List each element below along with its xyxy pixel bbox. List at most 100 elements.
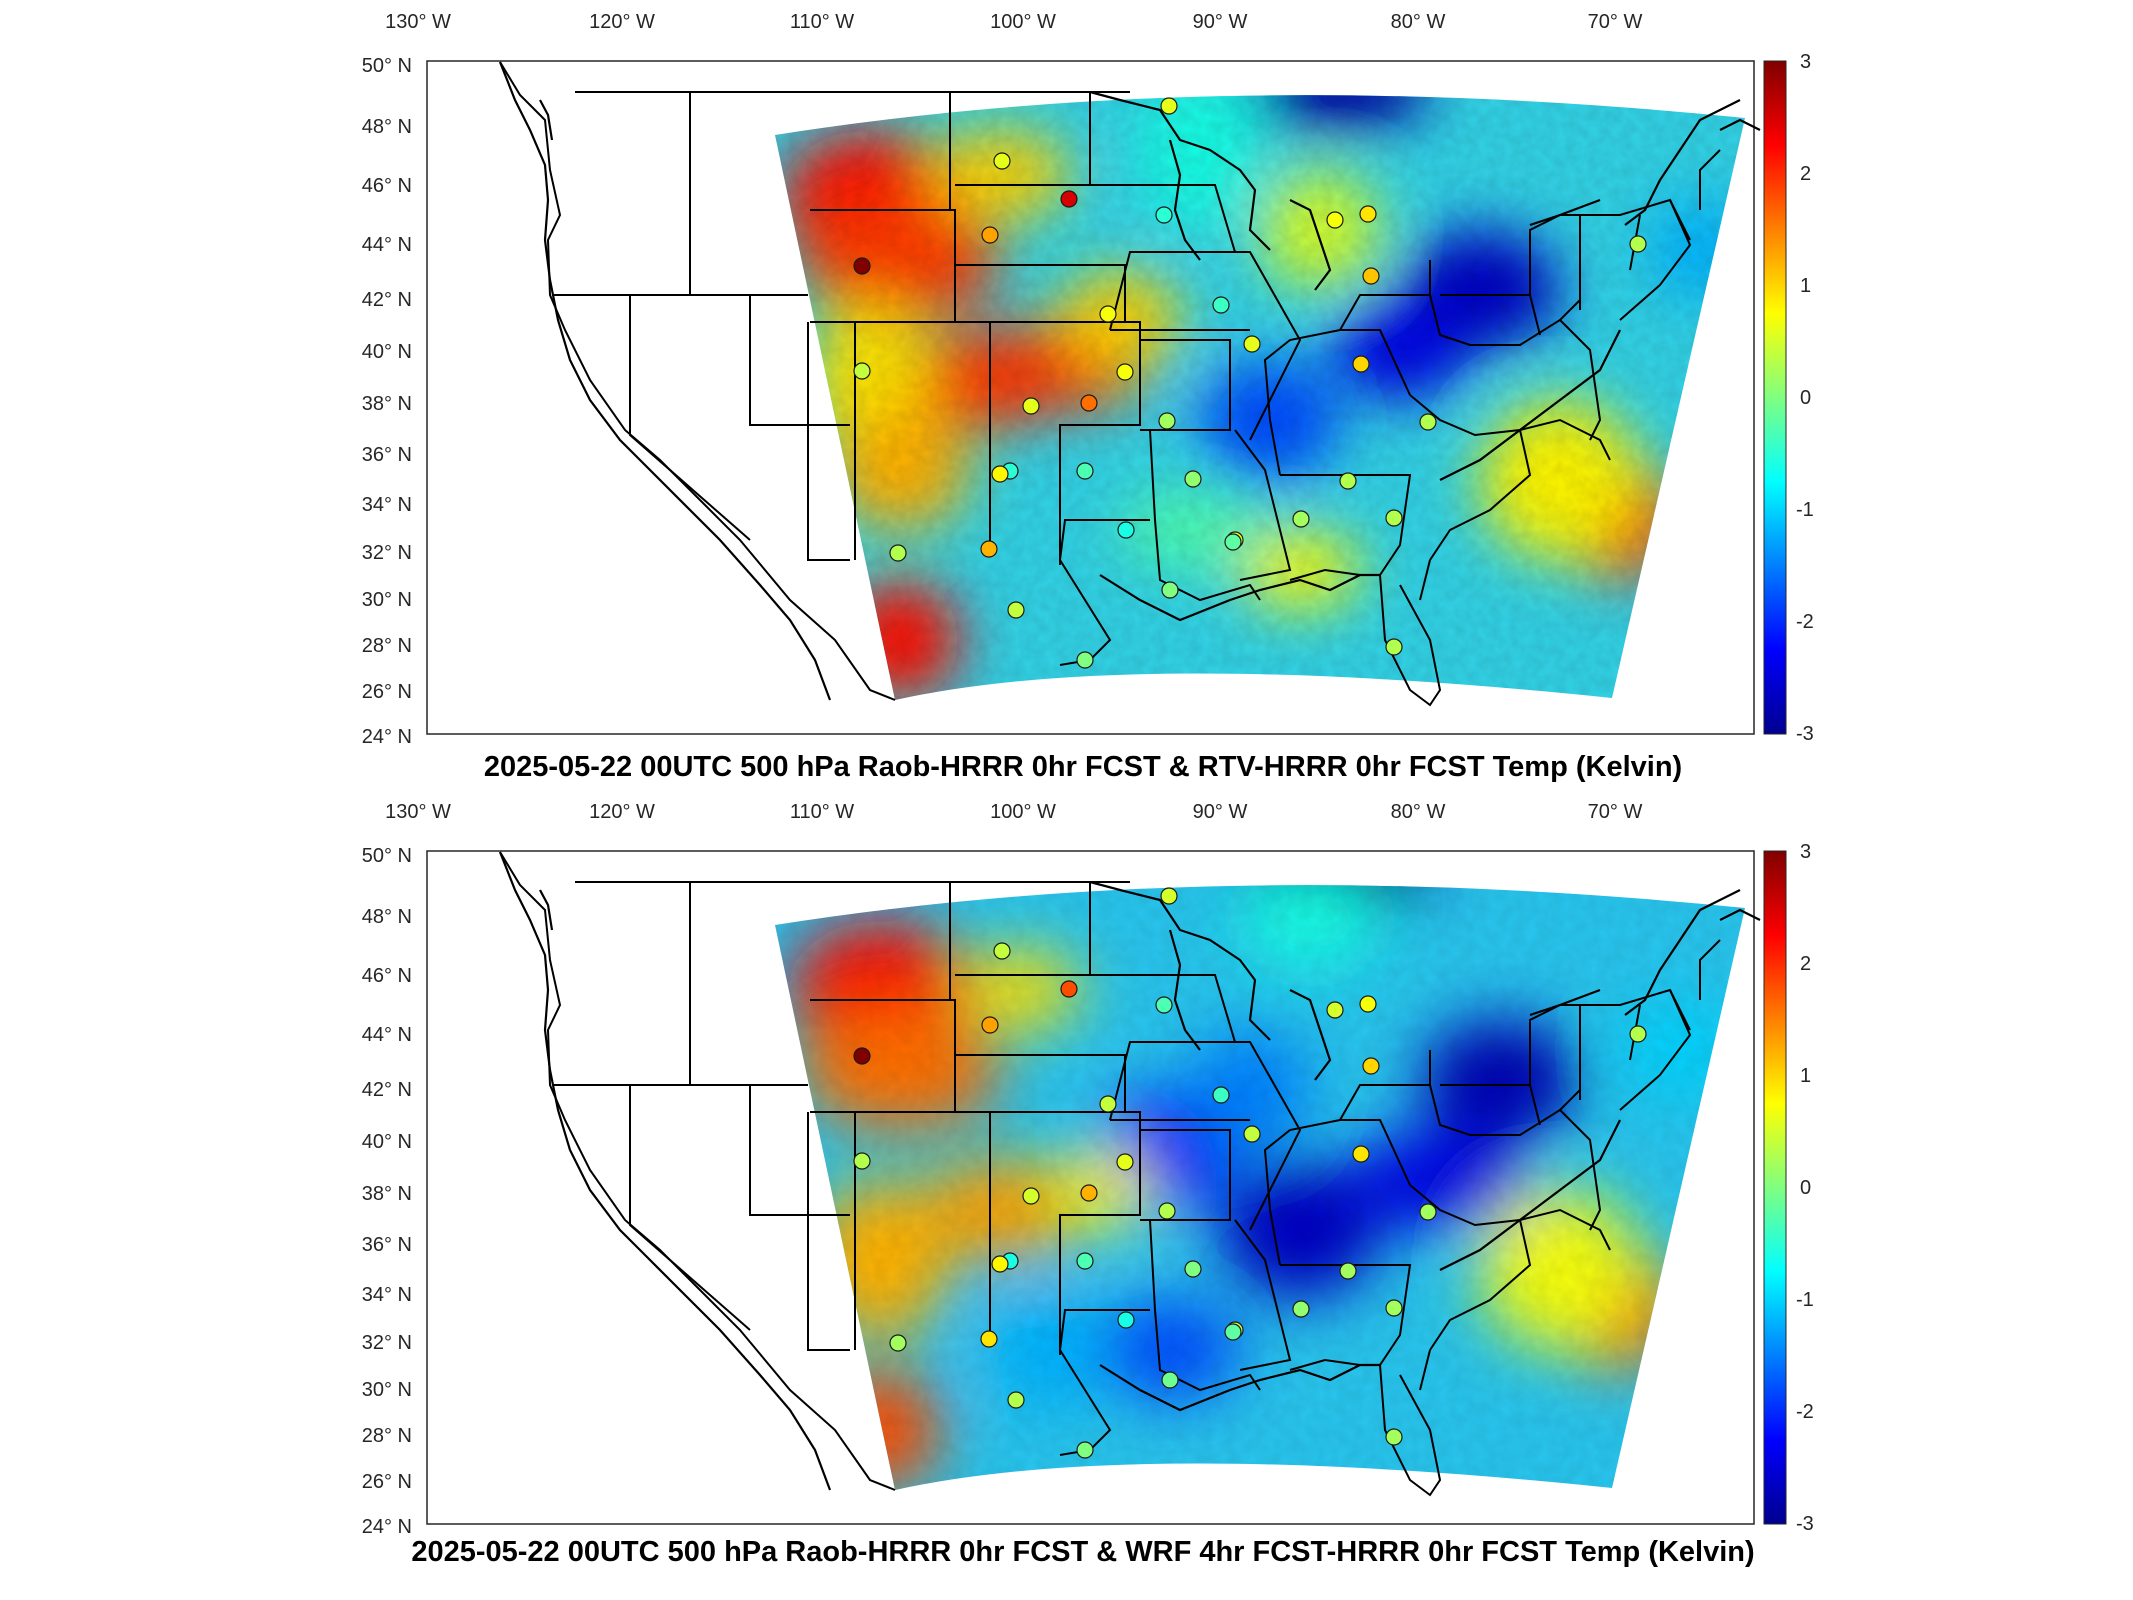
raob-station-marker — [853, 362, 871, 380]
raob-station-marker — [1352, 1145, 1370, 1163]
lon-label: 130° W — [385, 11, 451, 33]
raob-station-marker — [1243, 335, 1261, 353]
raob-station-marker — [1060, 980, 1078, 998]
raob-station-marker — [1158, 412, 1176, 430]
longitude-labels: 130° W 120° W 110° W 100° W 90° W 80° W … — [385, 11, 1642, 33]
raob-station-marker — [1629, 235, 1647, 253]
colorbar-tick: -2 — [1796, 611, 1814, 633]
raob-station-marker — [1359, 995, 1377, 1013]
raob-station-marker — [1099, 1095, 1117, 1113]
raob-station-marker — [1362, 1057, 1380, 1075]
lat-label: 30° N — [362, 1379, 412, 1401]
lat-label: 30° N — [362, 589, 412, 611]
raob-station-marker — [1161, 581, 1179, 599]
panel-title: 2025-05-22 00UTC 500 hPa Raob-HRRR 0hr F… — [411, 1536, 1754, 1568]
raob-station-marker — [1022, 397, 1040, 415]
raob-station-marker — [1117, 521, 1135, 539]
colorbar-tick: -2 — [1796, 1401, 1814, 1423]
raob-station-marker — [1080, 394, 1098, 412]
lat-label: 28° N — [362, 1425, 412, 1447]
lon-label: 120° W — [589, 801, 655, 823]
lat-label: 28° N — [362, 635, 412, 657]
raob-station-marker — [853, 1152, 871, 1170]
raob-station-marker — [1212, 1086, 1230, 1104]
raob-station-marker — [1385, 638, 1403, 656]
raob-station-marker — [1160, 97, 1178, 115]
raob-station-marker — [993, 942, 1011, 960]
colorbar-tick: -1 — [1796, 499, 1814, 521]
raob-station-marker — [1419, 413, 1437, 431]
lat-label: 44° N — [362, 1024, 412, 1046]
latitude-labels: 50° N 48° N 46° N 44° N 42° N 40° N 38° … — [362, 845, 412, 1538]
raob-station-marker — [1155, 206, 1173, 224]
raob-station-marker — [889, 1334, 907, 1352]
raob-station-marker — [1243, 1125, 1261, 1143]
raob-station-marker — [1076, 651, 1094, 669]
lat-label: 50° N — [362, 845, 412, 867]
lat-label: 26° N — [362, 681, 412, 703]
panel-title: 2025-05-22 00UTC 500 hPa Raob-HRRR 0hr F… — [484, 751, 1682, 783]
raob-station-marker — [1117, 1311, 1135, 1329]
colorbar-gradient — [1763, 850, 1787, 1525]
lat-label: 42° N — [362, 289, 412, 311]
raob-station-marker — [1076, 1252, 1094, 1270]
raob-station-marker — [991, 1255, 1009, 1273]
lat-label: 24° N — [362, 726, 412, 748]
raob-station-marker — [1076, 462, 1094, 480]
raob-station-marker — [1326, 211, 1344, 229]
raob-station-marker — [1060, 190, 1078, 208]
longitude-labels: 130° W 120° W 110° W 100° W 90° W 80° W … — [385, 801, 1642, 823]
map-figure-top: 130° W 120° W 110° W 100° W 90° W 80° W … — [362, 11, 1814, 783]
raob-station-marker — [993, 152, 1011, 170]
temperature-difference-field — [775, 885, 1745, 1490]
colorbar: 3 2 1 0 -1 -2 -3 — [1763, 841, 1814, 1535]
raob-station-marker — [1292, 510, 1310, 528]
raob-station-marker — [1116, 1153, 1134, 1171]
raob-station-marker — [1080, 1184, 1098, 1202]
colorbar-tick: 3 — [1800, 841, 1811, 863]
raob-station-marker — [1212, 296, 1230, 314]
colorbar-tick: 1 — [1800, 1065, 1811, 1087]
raob-station-marker — [981, 1016, 999, 1034]
lat-label: 50° N — [362, 55, 412, 77]
raob-station-marker — [1116, 363, 1134, 381]
colorbar-gradient — [1763, 60, 1787, 735]
raob-station-marker — [1184, 470, 1202, 488]
lat-label: 24° N — [362, 1516, 412, 1538]
colorbar-tick: 0 — [1800, 1177, 1811, 1199]
coastline — [498, 61, 1761, 701]
colorbar-tick: -1 — [1796, 1289, 1814, 1311]
raob-station-marker — [991, 465, 1009, 483]
raob-station-marker — [1224, 533, 1242, 551]
lat-label: 48° N — [362, 906, 412, 928]
map-figure-bottom: 130° W 120° W 110° W 100° W 90° W 80° W … — [362, 801, 1814, 1568]
latitude-labels: 50° N 48° N 46° N 44° N 42° N 40° N 38° … — [362, 55, 412, 748]
raob-station-marker — [1158, 1202, 1176, 1220]
lat-label: 40° N — [362, 341, 412, 363]
colorbar-tick: 3 — [1800, 51, 1811, 73]
raob-station-marker — [889, 544, 907, 562]
colorbar-tick: 1 — [1800, 275, 1811, 297]
lon-label: 70° W — [1588, 801, 1643, 823]
temperature-difference-field — [775, 95, 1745, 700]
lat-label: 32° N — [362, 542, 412, 564]
raob-station-marker — [1352, 355, 1370, 373]
raob-station-marker — [1022, 1187, 1040, 1205]
lat-label: 34° N — [362, 494, 412, 516]
lat-label: 36° N — [362, 1234, 412, 1256]
raob-station-marker — [853, 257, 871, 275]
lat-label: 48° N — [362, 116, 412, 138]
raob-station-marker — [1362, 267, 1380, 285]
raob-station-marker — [1224, 1323, 1242, 1341]
raob-station-marker — [981, 226, 999, 244]
raob-station-marker — [1007, 601, 1025, 619]
raob-station-marker — [1160, 887, 1178, 905]
raob-station-marker — [1385, 1428, 1403, 1446]
raob-station-marker — [1629, 1025, 1647, 1043]
colorbar-tick: 2 — [1800, 953, 1811, 975]
lon-label: 90° W — [1193, 11, 1248, 33]
raob-station-marker — [1099, 305, 1117, 323]
lat-label: 46° N — [362, 175, 412, 197]
lat-label: 38° N — [362, 393, 412, 415]
lat-label: 42° N — [362, 1079, 412, 1101]
